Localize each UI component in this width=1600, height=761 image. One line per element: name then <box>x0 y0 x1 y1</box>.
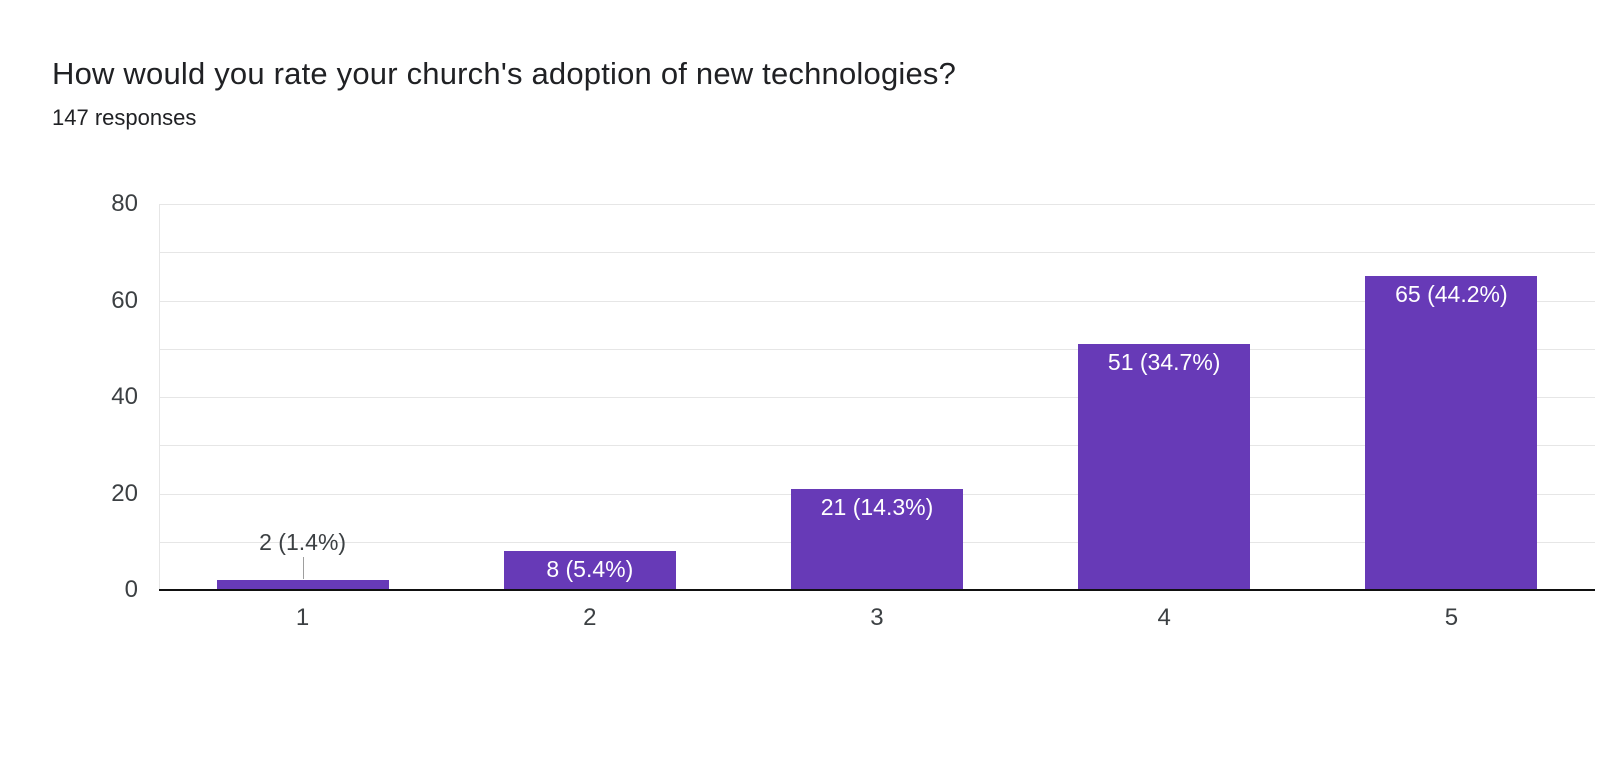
x-tick-label-4: 4 <box>1157 604 1171 631</box>
gridline-80 <box>159 204 1595 205</box>
x-tick-label-2: 2 <box>583 604 597 631</box>
bar-rating-5[interactable] <box>1365 276 1538 590</box>
y-tick-label-60: 60 <box>111 286 138 314</box>
bar-value-label: 8 (5.4%) <box>546 556 634 582</box>
y-tick-label-20: 20 <box>111 479 138 507</box>
bar-chart: 0 20 40 60 80 1 2 (1.4%) 2 8 (5.4%) 3 21 (14.3%) 4 5… <box>0 160 1600 680</box>
bar-value-label: 2 (1.4%) <box>259 529 347 555</box>
x-tick-label-3: 3 <box>870 604 884 631</box>
gridline-70 <box>159 252 1595 254</box>
bar-rating-4[interactable] <box>1078 344 1251 590</box>
y-tick-label-40: 40 <box>111 383 138 410</box>
bar-rating-2[interactable] <box>503 551 676 590</box>
x-tick-label-5: 5 <box>1444 604 1459 631</box>
bar-value-label: 21 (14.3%) <box>820 494 934 520</box>
gridline-50 <box>159 348 1595 350</box>
label-leader-line <box>302 557 304 579</box>
bar-rating-1[interactable] <box>216 580 389 590</box>
y-tick-label-0: 0 <box>124 576 138 603</box>
bar-value-label: 65 (44.2%) <box>1395 281 1508 307</box>
gridline-60 <box>159 300 1595 302</box>
gridline-40 <box>159 397 1595 398</box>
y-tick-label-80: 80 <box>111 190 138 217</box>
y-axis-line <box>159 204 160 590</box>
question-title: How would you rate your church's adoptio… <box>52 56 957 91</box>
bar-rating-3[interactable] <box>791 489 963 590</box>
bar-value-label: 51 (34.7%) <box>1107 349 1221 375</box>
response-count: 147 responses <box>52 105 197 130</box>
gridline-30 <box>159 445 1595 447</box>
x-tick-label-1: 1 <box>295 604 310 631</box>
x-axis-line <box>159 589 1595 591</box>
